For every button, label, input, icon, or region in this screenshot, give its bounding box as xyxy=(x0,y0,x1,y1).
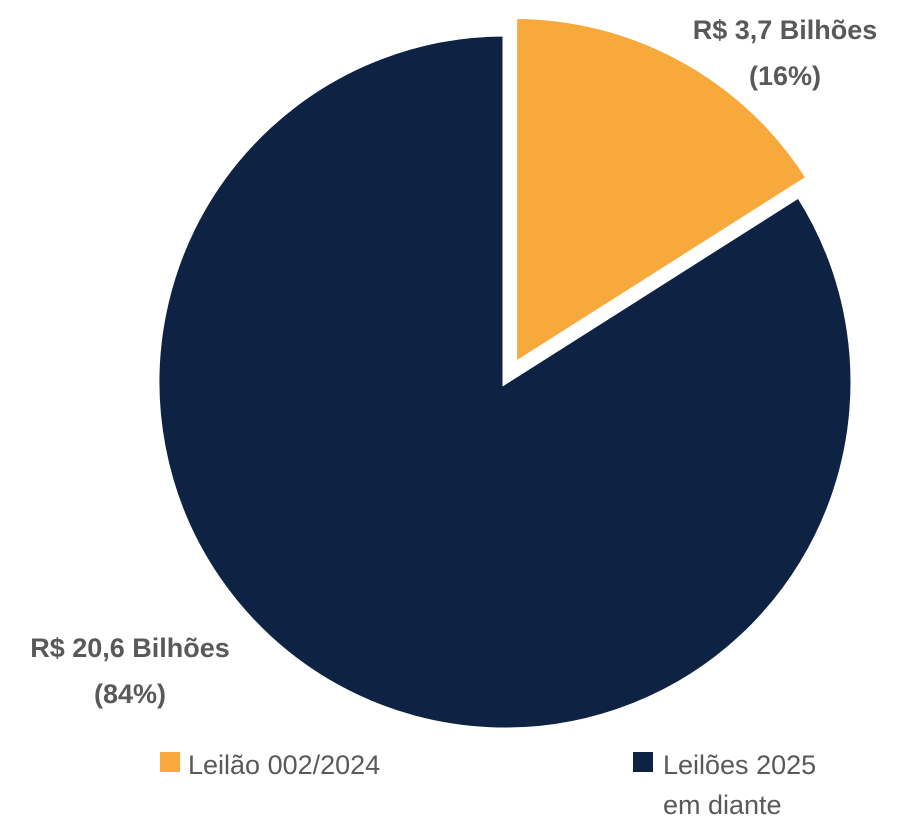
legend-label: Leilão 002/2024 xyxy=(188,750,381,780)
legend-swatch xyxy=(633,752,653,772)
percent-label: (16%) xyxy=(749,61,821,91)
pie-slice xyxy=(512,13,812,370)
amount-label: R$ 3,7 Bilhões xyxy=(693,15,878,45)
pie-slice xyxy=(154,31,856,733)
percent-label: (84%) xyxy=(94,679,166,709)
amount-label: R$ 20,6 Bilhões xyxy=(30,633,230,663)
legend-label: Leilões 2025 em diante xyxy=(663,750,817,820)
legend-swatch xyxy=(160,752,180,772)
